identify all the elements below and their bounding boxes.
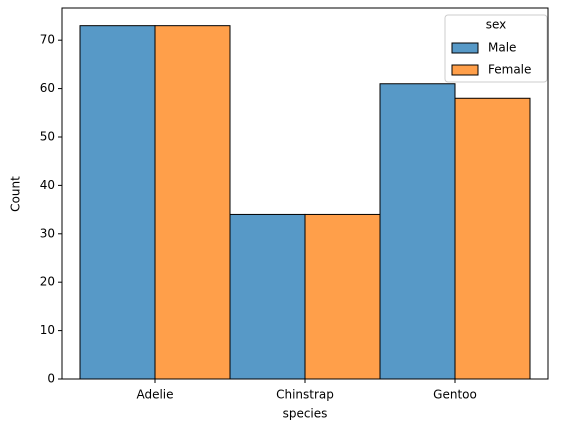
legend-title: sex	[486, 18, 507, 32]
y-tick-label: 20	[40, 275, 55, 289]
x-tick-label: Gentoo	[433, 388, 477, 402]
legend-label: Female	[488, 63, 531, 77]
y-tick-label: 40	[40, 178, 55, 192]
y-tick-label: 30	[40, 226, 55, 240]
bar	[154, 25, 231, 380]
bar	[229, 213, 306, 380]
y-tick-label: 50	[40, 129, 55, 143]
x-tick-label: Adelie	[136, 388, 173, 402]
bar	[79, 25, 156, 380]
legend-swatch	[451, 64, 479, 76]
y-axis-label: Count	[9, 176, 23, 212]
x-axis-label: species	[283, 407, 328, 421]
legend-swatch	[451, 42, 479, 54]
plot-frame	[61, 7, 549, 380]
bar	[304, 213, 381, 380]
bar	[454, 97, 531, 380]
y-tick-label: 70	[40, 33, 55, 47]
legend-label: Male	[488, 41, 516, 55]
bar	[379, 83, 456, 380]
y-tick-label: 0	[47, 372, 55, 386]
y-tick-label: 60	[40, 81, 55, 95]
y-tick-label: 10	[40, 323, 55, 337]
x-tick-label: Chinstrap	[276, 388, 334, 402]
